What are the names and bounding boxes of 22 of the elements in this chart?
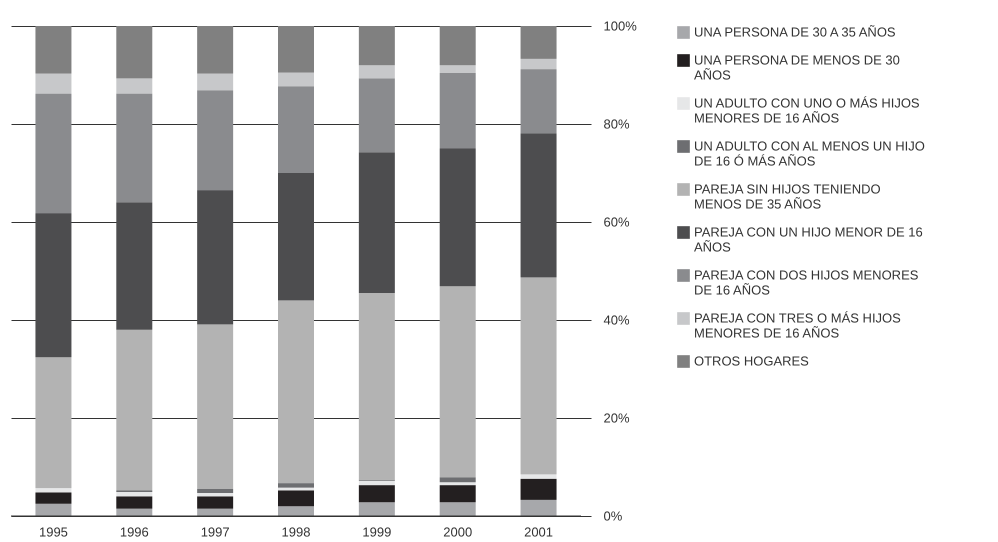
legend-label: PAREJA CON UN HIJO MENOR DE 16 AÑOS (694, 224, 923, 254)
legend-label: UNA PERSONA DE MENOS DE 30 AÑOS (694, 52, 900, 82)
x-tick-label: 1995 (38, 524, 68, 540)
y-tick-label: 0% (604, 508, 623, 524)
legend-label: PAREJA CON TRES O MÁS HIJOS MENORES DE 16 AÑOS (694, 310, 902, 340)
x-tick-label: 1997 (200, 524, 230, 540)
x-tick-label: 2001 (524, 524, 554, 540)
x-tick-label: 1999 (362, 524, 392, 540)
legend-label: UN ADULTO CON UNO O MÁS HIJOS MENORES DE 16 AÑOS (694, 96, 920, 126)
legend-label: PAREJA SIN HIJOS TENIENDO MENOS DE 35 AÑOS (694, 182, 881, 212)
legend-label: UNA PERSONA DE 30 A 35 AÑOS (694, 24, 896, 40)
y-tick-label: 100% (604, 18, 638, 34)
y-tick-label: 60% (604, 214, 630, 230)
y-tick-label: 40% (604, 312, 630, 328)
x-tick-label: 1996 (120, 524, 149, 540)
legend-label: OTROS HOGARES (694, 354, 810, 368)
legend-label: PAREJA CON DOS HIJOS MENORES DE 16 AÑOS (694, 268, 919, 298)
y-tick-label: 20% (604, 410, 630, 426)
legend-label: UN ADULTO CON AL MENOS UN HIJO DE 16 Ó MÁS AÑOS (694, 138, 925, 168)
x-tick-label: 1998 (282, 524, 310, 540)
y-tick-label: 80% (604, 116, 630, 132)
x-tick-label: 2000 (443, 524, 472, 540)
